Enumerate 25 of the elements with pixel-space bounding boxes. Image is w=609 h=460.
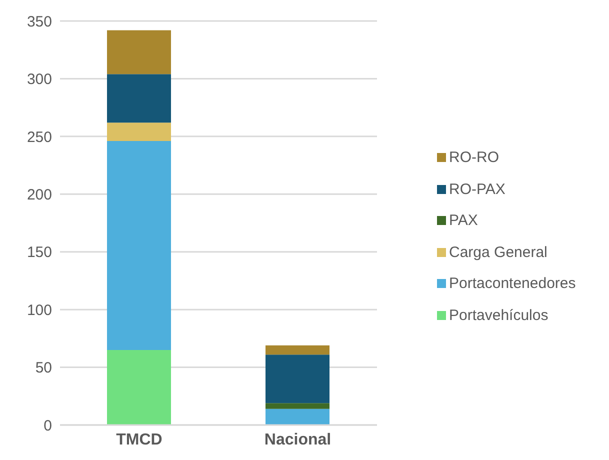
bar: [107, 30, 171, 74]
legend-label: Portacontenedores: [449, 275, 576, 292]
y-tick-label: 200: [26, 186, 52, 204]
legend-label: RO-RO: [449, 149, 499, 166]
bar: [266, 408, 330, 425]
bar: [107, 350, 171, 425]
y-tick-label: 300: [26, 71, 52, 88]
y-tick-label: 250: [26, 128, 52, 146]
y-tick-label: 150: [26, 244, 52, 262]
y-tick-label: 0: [44, 417, 52, 434]
legend-label: PAX: [449, 212, 478, 230]
bar: [266, 403, 330, 409]
legend-label: RO-PAX: [449, 180, 506, 198]
bar: [107, 141, 171, 350]
bar: [107, 122, 171, 142]
legend-label: Portavehículos: [449, 306, 548, 324]
legend-label: Carga General: [449, 244, 548, 261]
y-tick-label: 350: [26, 13, 52, 30]
y-tick-label: 50: [35, 360, 52, 377]
x-tick-label: TMCD: [116, 431, 162, 448]
bar: [266, 345, 330, 355]
bar: [107, 74, 171, 123]
y-tick-label: 100: [26, 302, 52, 319]
bar: [266, 354, 330, 404]
x-tick-label: Nacional: [264, 431, 332, 448]
